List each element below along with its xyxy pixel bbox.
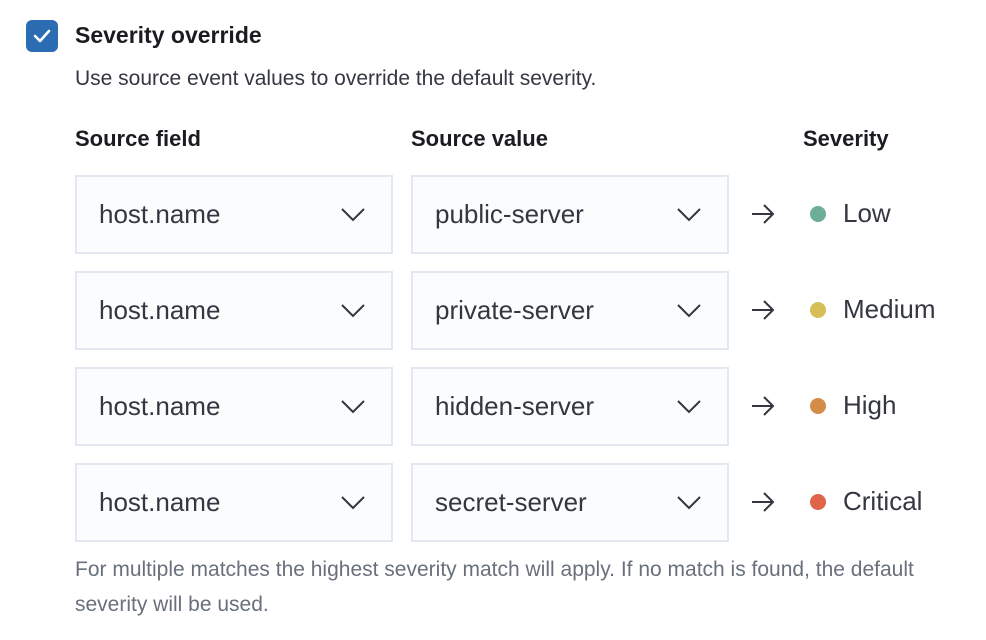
source-field-value: host.name	[99, 487, 221, 517]
source-value-select[interactable]: public-server	[411, 175, 729, 254]
severity-label: Low	[843, 198, 891, 228]
source-value-select[interactable]: secret-server	[411, 463, 729, 542]
severity-dot	[810, 494, 826, 510]
arrow-right-icon	[750, 396, 776, 416]
source-field-value: host.name	[99, 295, 221, 325]
header-source-value: Source value	[411, 126, 548, 151]
severity-dot	[810, 398, 826, 414]
footnote: For multiple matches the highest severit…	[75, 558, 914, 616]
source-field-value: host.name	[99, 199, 221, 229]
source-field-value: host.name	[99, 391, 221, 421]
source-value-select[interactable]: private-server	[411, 271, 729, 350]
source-field-select[interactable]: host.name	[75, 367, 393, 446]
source-value-value: secret-server	[435, 487, 587, 517]
severity-label: Medium	[843, 294, 936, 324]
header-severity: Severity	[803, 126, 889, 151]
source-field-select[interactable]: host.name	[75, 463, 393, 542]
chevron-down-icon	[677, 303, 701, 317]
description: Use source event values to override the …	[75, 67, 597, 90]
chevron-down-icon	[677, 207, 701, 221]
severity-dot	[810, 302, 826, 318]
source-value-value: private-server	[435, 295, 594, 325]
arrow-right-icon	[750, 492, 776, 512]
source-value-select[interactable]: hidden-server	[411, 367, 729, 446]
severity-dot	[810, 206, 826, 222]
severity-override-checkbox[interactable]	[26, 20, 58, 52]
chevron-down-icon	[341, 207, 365, 221]
severity-label: Critical	[843, 486, 923, 516]
check-icon	[33, 29, 51, 43]
chevron-down-icon	[341, 303, 365, 317]
source-field-select[interactable]: host.name	[75, 175, 393, 254]
checkbox-label[interactable]: Severity override	[75, 22, 262, 48]
source-value-value: public-server	[435, 199, 584, 229]
chevron-down-icon	[341, 399, 365, 413]
severity-label: High	[843, 390, 897, 420]
chevron-down-icon	[341, 495, 365, 509]
chevron-down-icon	[677, 495, 701, 509]
header-source-field: Source field	[75, 126, 201, 151]
arrow-right-icon	[750, 300, 776, 320]
source-value-value: hidden-server	[435, 391, 594, 421]
source-field-select[interactable]: host.name	[75, 271, 393, 350]
chevron-down-icon	[677, 399, 701, 413]
arrow-right-icon	[750, 204, 776, 224]
